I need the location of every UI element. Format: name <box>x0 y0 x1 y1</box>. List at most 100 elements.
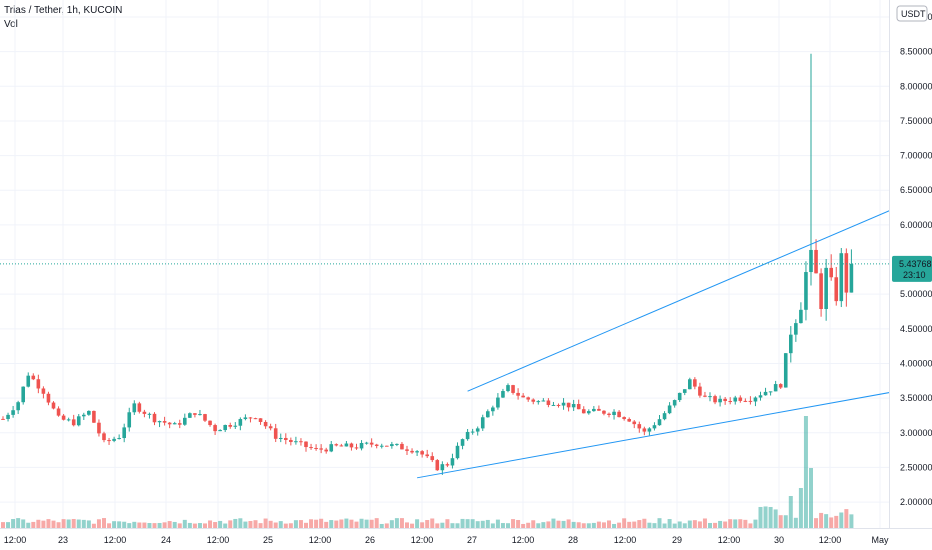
candle-down <box>374 443 379 449</box>
candle-body <box>794 323 798 335</box>
volume-bar <box>16 518 21 528</box>
candle-body <box>233 425 238 427</box>
candle-body <box>804 272 808 310</box>
candle-body <box>102 433 106 441</box>
volume-bar <box>506 523 510 528</box>
candle-body <box>61 415 66 420</box>
volume-bar <box>253 520 258 528</box>
candle-body <box>708 396 712 398</box>
price-tick-label: 7.00000 <box>900 151 932 161</box>
candle-body <box>167 422 172 425</box>
volume-bar <box>460 518 465 528</box>
candle-up <box>278 433 283 443</box>
volume-bar <box>399 518 404 528</box>
volume-bar <box>697 521 702 528</box>
volume-bar <box>561 520 566 528</box>
candle-up <box>708 392 712 402</box>
candle-body <box>617 411 621 418</box>
candle-body <box>556 404 561 406</box>
candle-down <box>339 443 344 447</box>
price-tick-label: 3.50000 <box>900 393 932 403</box>
candle-down <box>334 443 339 447</box>
candle-down <box>435 459 440 471</box>
volume-bar <box>248 520 253 528</box>
candle-body <box>374 444 379 446</box>
candle-up <box>839 247 844 308</box>
candle-body <box>783 353 788 388</box>
candle-up <box>364 441 369 445</box>
trendlines[interactable] <box>417 190 932 479</box>
candle-down <box>304 441 308 452</box>
candle-body <box>299 441 303 443</box>
candle-body <box>642 428 647 432</box>
candle-body <box>314 447 318 449</box>
volume-bar <box>748 523 753 528</box>
candle-down <box>193 413 197 418</box>
currency-badge[interactable]: USDT <box>896 5 928 22</box>
candle-body <box>597 408 601 411</box>
candle-up <box>16 400 20 415</box>
time-axis-background <box>0 528 889 550</box>
volume-bar <box>223 523 228 528</box>
candle-body <box>364 442 369 444</box>
volume-bar <box>374 518 379 528</box>
candle-body <box>379 445 384 447</box>
volume-bar <box>288 523 293 528</box>
trendline-upper[interactable] <box>467 190 932 392</box>
volume-bar <box>596 521 601 528</box>
candle-body <box>445 464 450 466</box>
candle-up <box>672 399 677 408</box>
candle-up <box>789 326 793 363</box>
candle-body <box>223 425 227 431</box>
time-axis[interactable]: 12:00 23 12:00 24 12:00 25 12:00 26 12:00 27 12:00… <box>0 528 932 550</box>
volume-bar <box>809 468 813 528</box>
candle-down <box>637 421 642 433</box>
candle-up <box>718 395 722 407</box>
price-tick-label: 8.50000 <box>900 47 932 57</box>
candle-body <box>465 431 470 440</box>
volume-bar <box>788 496 793 528</box>
candle-body <box>258 418 263 422</box>
candle-up <box>486 409 490 418</box>
candle-body <box>602 410 606 414</box>
candle-down <box>713 394 717 405</box>
candle-body <box>183 417 187 425</box>
candle-down <box>167 422 172 429</box>
volume-bar <box>657 518 662 528</box>
candle-body <box>203 414 207 421</box>
candle-up <box>758 391 763 401</box>
volume-bar <box>480 520 485 528</box>
volume-bar <box>662 523 667 528</box>
candle-down <box>743 398 748 403</box>
volume-bar <box>56 522 61 528</box>
volume-bar <box>127 523 132 528</box>
volume-bar <box>384 523 389 528</box>
candle-up <box>132 400 137 415</box>
volume-bars <box>1 416 854 528</box>
trendline-lower[interactable] <box>417 374 932 479</box>
candle-down <box>511 384 515 395</box>
candle-body <box>304 441 308 448</box>
bar-countdown: 23:10 <box>903 270 926 280</box>
candle-body <box>844 253 849 293</box>
price-tick-label: 3.00000 <box>900 428 932 438</box>
candle-body <box>284 437 288 440</box>
volume-bar <box>208 520 213 528</box>
candle-body <box>632 421 637 425</box>
volume-bar <box>667 519 672 528</box>
price-axis[interactable]: 9.000008.500008.000007.500007.000006.500… <box>889 0 932 550</box>
candle-down <box>263 420 268 429</box>
candle-body <box>76 416 81 426</box>
volume-bar <box>293 520 298 528</box>
candle-up <box>112 436 116 443</box>
currency-badge-box <box>896 5 928 22</box>
candle-body <box>677 392 682 401</box>
candle-body <box>627 419 631 422</box>
volume-bar <box>324 521 329 528</box>
candle-body <box>82 414 86 417</box>
candle-up <box>799 302 803 324</box>
candle-body <box>263 421 268 427</box>
candle-body <box>127 412 132 428</box>
candle-down <box>516 388 520 400</box>
